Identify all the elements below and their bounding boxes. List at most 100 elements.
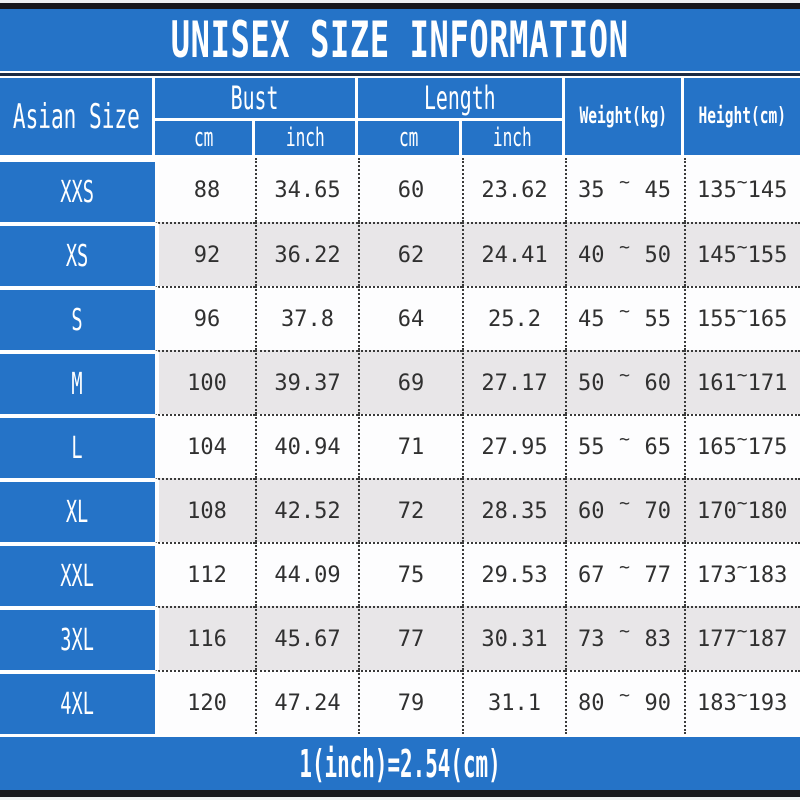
length-inch-cell: 25.2 — [462, 286, 565, 350]
weight-min: 80 — [578, 690, 605, 716]
height-cell: 173 ~183 — [684, 542, 800, 606]
length-inch-cell: 27.95 — [462, 414, 565, 478]
height-max: 165 — [747, 306, 788, 332]
bust-cm-cell: 120 — [155, 670, 255, 734]
length-cm-cell: 60 — [358, 158, 462, 222]
size-label: XL — [66, 494, 89, 530]
top-margin-strip — [0, 0, 800, 3]
height-cell: 161 ~171 — [684, 350, 800, 414]
weight-min: 40 — [578, 242, 605, 268]
length-inch-cell: 24.41 — [462, 222, 565, 286]
table-row-3xl: 3XL 116 45.67 77 30.31 73 ~83 177 ~187 — [0, 606, 800, 670]
height-max: 180 — [747, 498, 788, 524]
size-label: S — [71, 302, 84, 338]
height-min: 183 — [697, 690, 737, 716]
table-row-l: L 104 40.94 71 27.95 55 ~65 165 ~175 — [0, 414, 800, 478]
weight-cell: 50 ~60 — [565, 350, 684, 414]
height-min: 165 — [697, 434, 737, 460]
length-inch-cell: 29.53 — [462, 542, 565, 606]
size-label: XXL — [60, 558, 95, 594]
table-header: Asian Size Bust Length Weight(kg) Height… — [0, 76, 800, 158]
table-row-xs: XS 92 36.22 62 24.41 40 ~50 145 ~155 — [0, 222, 800, 286]
height-min: 145 — [697, 242, 737, 268]
weight-min: 35 — [578, 177, 605, 203]
length-inch-cell: 27.17 — [462, 350, 565, 414]
header-bust: Bust — [155, 78, 358, 121]
length-cm-cell: 79 — [358, 670, 462, 734]
tilde-icon: ~ — [619, 620, 630, 642]
weight-min: 73 — [578, 626, 605, 652]
height-min: 155 — [697, 306, 737, 332]
size-cell: XXS — [0, 158, 155, 222]
header-length-inch: inch — [462, 121, 565, 155]
length-inch-cell: 28.35 — [462, 478, 565, 542]
bust-inch-cell: 47.24 — [255, 670, 358, 734]
height-min: 161 — [697, 370, 737, 396]
tilde-icon: ~ — [736, 492, 748, 514]
length-cm-cell: 62 — [358, 222, 462, 286]
header-bust-inch-label: inch — [285, 123, 325, 153]
tilde-icon: ~ — [619, 300, 630, 322]
height-min: 135 — [697, 177, 737, 203]
header-weight: Weight(kg) — [565, 78, 684, 155]
table-row-m: M 100 39.37 69 27.17 50 ~60 161 ~171 — [0, 350, 800, 414]
tilde-icon: ~ — [736, 236, 748, 258]
weight-max: 70 — [644, 498, 672, 524]
weight-max: 90 — [644, 690, 672, 716]
height-max: 145 — [747, 177, 788, 203]
weight-cell: 73 ~83 — [565, 606, 684, 670]
weight-min: 67 — [578, 562, 605, 588]
weight-max: 45 — [644, 177, 672, 203]
length-cm-cell: 71 — [358, 414, 462, 478]
length-inch-cell: 23.62 — [462, 158, 565, 222]
height-cell: 135 ~145 — [684, 158, 800, 222]
table-row-xl: XL 108 42.52 72 28.35 60 ~70 170 ~180 — [0, 478, 800, 542]
height-cell: 165 ~175 — [684, 414, 800, 478]
weight-max: 65 — [644, 434, 672, 460]
bust-inch-cell: 36.22 — [255, 222, 358, 286]
weight-cell: 45 ~55 — [565, 286, 684, 350]
header-length-inch-label: inch — [492, 123, 532, 153]
size-label: XXS — [60, 174, 95, 210]
header-bust-cm-label: cm — [193, 123, 214, 153]
weight-min: 45 — [578, 306, 605, 332]
height-max: 175 — [747, 434, 788, 460]
bust-inch-cell: 44.09 — [255, 542, 358, 606]
conversion-note: 1(inch)=2.54(cm) — [299, 741, 501, 786]
header-length-label: Length — [424, 79, 496, 117]
title-divider — [0, 73, 800, 76]
length-cm-cell: 77 — [358, 606, 462, 670]
height-max: 187 — [747, 626, 788, 652]
size-cell: XS — [0, 222, 155, 286]
bust-cm-cell: 96 — [155, 286, 255, 350]
length-inch-cell: 30.31 — [462, 606, 565, 670]
tilde-icon: ~ — [619, 236, 630, 258]
conversion-footer: 1(inch)=2.54(cm) — [0, 734, 800, 790]
tilde-icon: ~ — [619, 684, 630, 706]
size-cell: S — [0, 286, 155, 350]
header-bust-cm: cm — [155, 121, 255, 155]
height-cell: 170 ~180 — [684, 478, 800, 542]
height-min: 173 — [697, 562, 737, 588]
title-bar: UNISEX SIZE INFORMATION — [0, 9, 800, 73]
header-asian-size-label: Asian Size — [12, 96, 140, 137]
length-cm-cell: 69 — [358, 350, 462, 414]
length-cm-cell: 75 — [358, 542, 462, 606]
length-cm-cell: 72 — [358, 478, 462, 542]
table-row-s: S 96 37.8 64 25.2 45 ~55 155 ~165 — [0, 286, 800, 350]
bust-cm-cell: 100 — [155, 350, 255, 414]
height-cell: 145 ~155 — [684, 222, 800, 286]
size-label: XS — [66, 238, 89, 274]
tilde-icon: ~ — [736, 620, 748, 642]
bust-inch-cell: 40.94 — [255, 414, 358, 478]
size-cell: 3XL — [0, 606, 155, 670]
bust-cm-cell: 92 — [155, 222, 255, 286]
bust-inch-cell: 42.52 — [255, 478, 358, 542]
size-label: M — [71, 366, 84, 402]
tilde-icon: ~ — [736, 171, 748, 193]
tilde-icon: ~ — [736, 300, 748, 322]
size-cell: XXL — [0, 542, 155, 606]
size-cell: 4XL — [0, 670, 155, 734]
header-weight-label: Weight(kg) — [579, 104, 667, 129]
